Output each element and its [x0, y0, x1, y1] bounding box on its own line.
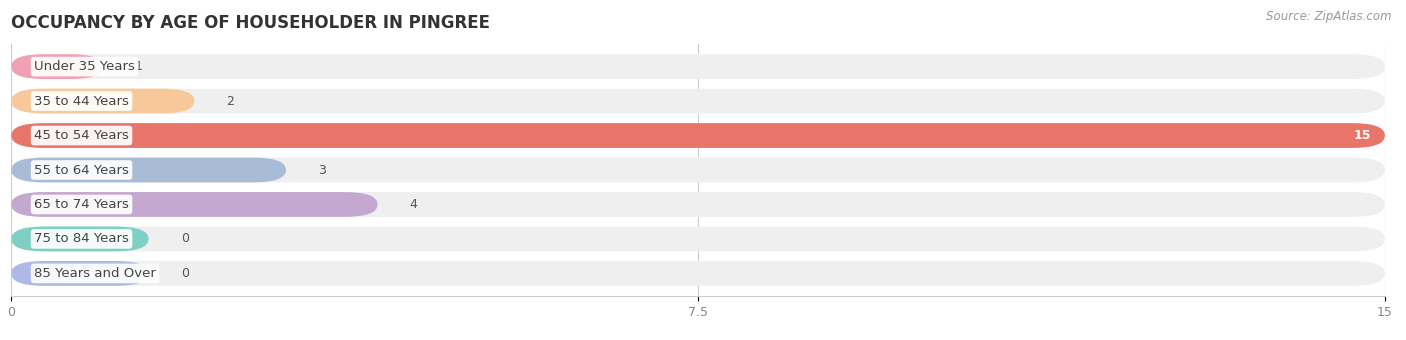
Text: 2: 2 — [226, 95, 235, 107]
FancyBboxPatch shape — [11, 192, 378, 217]
Text: 0: 0 — [180, 233, 188, 245]
FancyBboxPatch shape — [11, 192, 1385, 217]
FancyBboxPatch shape — [11, 123, 1385, 148]
FancyBboxPatch shape — [11, 261, 1385, 286]
Text: 35 to 44 Years: 35 to 44 Years — [34, 95, 129, 107]
FancyBboxPatch shape — [11, 89, 1385, 114]
FancyBboxPatch shape — [11, 54, 103, 79]
Text: 85 Years and Over: 85 Years and Over — [34, 267, 156, 280]
Text: 45 to 54 Years: 45 to 54 Years — [34, 129, 129, 142]
FancyBboxPatch shape — [11, 123, 1385, 148]
FancyBboxPatch shape — [11, 158, 1385, 182]
Text: Under 35 Years: Under 35 Years — [34, 60, 135, 73]
FancyBboxPatch shape — [11, 226, 1385, 251]
Text: OCCUPANCY BY AGE OF HOUSEHOLDER IN PINGREE: OCCUPANCY BY AGE OF HOUSEHOLDER IN PINGR… — [11, 14, 491, 32]
Text: 0: 0 — [180, 267, 188, 280]
FancyBboxPatch shape — [11, 89, 194, 114]
FancyBboxPatch shape — [11, 226, 149, 251]
FancyBboxPatch shape — [11, 54, 1385, 79]
FancyBboxPatch shape — [11, 158, 285, 182]
Text: 3: 3 — [318, 164, 326, 176]
Text: 15: 15 — [1354, 129, 1371, 142]
Text: 4: 4 — [409, 198, 418, 211]
Text: 65 to 74 Years: 65 to 74 Years — [34, 198, 129, 211]
Text: Source: ZipAtlas.com: Source: ZipAtlas.com — [1267, 10, 1392, 23]
Text: 1: 1 — [135, 60, 143, 73]
Text: 55 to 64 Years: 55 to 64 Years — [34, 164, 129, 176]
Text: 75 to 84 Years: 75 to 84 Years — [34, 233, 129, 245]
FancyBboxPatch shape — [11, 261, 149, 286]
